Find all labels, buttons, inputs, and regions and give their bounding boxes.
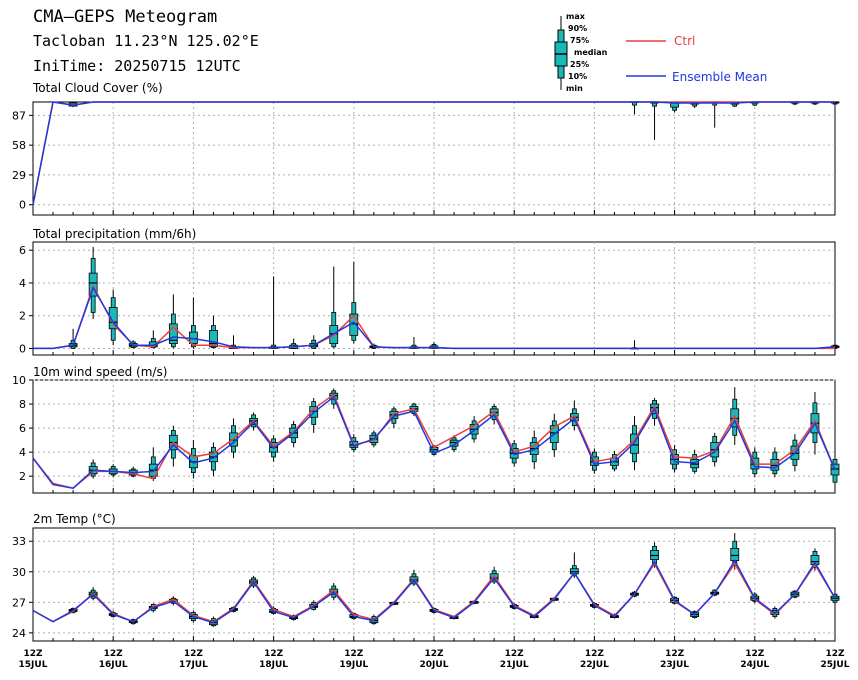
x-hour-label: 12Z xyxy=(344,649,364,659)
ensemble-box xyxy=(148,447,158,481)
panel-title: Total precipitation (mm/6h) xyxy=(32,227,196,241)
ensemble-box xyxy=(309,335,319,349)
meteogram-title: CMA–GEPS Meteogram xyxy=(33,7,218,27)
legend-label-1: 90% xyxy=(568,24,587,33)
ensemble-box xyxy=(630,101,639,115)
x-date-label: 22JUL xyxy=(580,660,609,670)
ensemble-box xyxy=(409,336,419,349)
ensemble-box xyxy=(269,276,279,349)
x-date-label: 21JUL xyxy=(500,660,529,670)
location-label: Tacloban 11.23°N 125.02°E xyxy=(33,32,259,50)
ensemble-box xyxy=(830,592,840,605)
panel-title: Total Cloud Cover (%) xyxy=(32,81,163,95)
y-tick-label: 87 xyxy=(12,109,26,122)
ensemble-box xyxy=(188,440,198,479)
x-hour-label: 12Z xyxy=(745,649,765,659)
panel-3: 2m Temp (°C) 24 27 30 33 xyxy=(12,512,840,642)
ensemble-box xyxy=(549,413,559,457)
x-hour-label: 12Z xyxy=(23,649,43,659)
y-tick-label: 27 xyxy=(12,596,26,609)
legend-label-0: max xyxy=(566,12,586,21)
legend-label-6: min xyxy=(566,84,583,93)
x-hour-label: 12Z xyxy=(184,649,204,659)
ensemble-box xyxy=(168,294,178,349)
y-tick-label: 58 xyxy=(12,139,26,152)
x-date-label: 16JUL xyxy=(99,660,128,670)
ensemble-box xyxy=(108,289,118,346)
panel-title: 2m Temp (°C) xyxy=(33,512,116,526)
legend-label-3: median xyxy=(574,48,608,57)
panel-1: Total precipitation (mm/6h) 0 2 4 6 xyxy=(19,227,840,356)
ensemble-box xyxy=(188,297,198,349)
x-date-label: 18JUL xyxy=(259,660,288,670)
ensemble-mean-line xyxy=(32,395,836,490)
y-tick-label: 6 xyxy=(19,244,26,257)
x-hour-label: 12Z xyxy=(585,649,605,659)
x-date-label: 17JUL xyxy=(179,660,208,670)
y-tick-label: 10 xyxy=(12,374,26,387)
init-time-label: IniTime: 20250715 12UTC xyxy=(33,57,241,75)
ensemble-box xyxy=(810,548,820,571)
panel-2: 10m wind speed (m/s) 2 4 6 8 10 xyxy=(12,365,840,494)
ensemble-box xyxy=(650,101,659,141)
ensemble-box xyxy=(349,261,359,344)
ensemble-mean-line xyxy=(32,101,835,205)
x-hour-label: 12Z xyxy=(665,649,685,659)
legend-label-4: 25% xyxy=(570,60,589,69)
ensemble-box xyxy=(469,416,479,443)
x-axis-labels: 12Z15JUL12Z16JUL12Z17JUL12Z18JUL12Z19JUL… xyxy=(19,649,850,670)
ensemble-mean-line xyxy=(33,286,836,350)
y-tick-label: 29 xyxy=(12,169,26,182)
y-tick-label: 2 xyxy=(19,470,26,483)
ensemble-box xyxy=(88,246,98,319)
x-date-label: 15JUL xyxy=(19,660,48,670)
ensemble-box xyxy=(449,435,459,453)
y-tick-label: 4 xyxy=(19,277,26,290)
y-tick-label: 2 xyxy=(19,310,26,323)
y-tick-label: 30 xyxy=(12,566,26,579)
x-hour-label: 12Z xyxy=(825,649,845,659)
ensemble-box xyxy=(88,459,98,479)
legend-ctrl-label: Ctrl xyxy=(674,34,695,48)
x-date-label: 24JUL xyxy=(740,660,769,670)
y-tick-label: 0 xyxy=(19,342,26,355)
x-hour-label: 12Z xyxy=(104,649,124,659)
legend-mean-label: Ensemble Mean xyxy=(672,70,767,84)
panel-0: Total Cloud Cover (%) 0 29 58 87 xyxy=(12,81,840,216)
x-date-label: 23JUL xyxy=(660,660,689,670)
box-inner xyxy=(730,547,740,561)
y-tick-label: 0 xyxy=(19,199,26,212)
x-hour-label: 12Z xyxy=(505,649,525,659)
x-date-label: 19JUL xyxy=(339,660,368,670)
legend: max 90% 75% median 25% 10% min Ctrl Ensemble Mea… xyxy=(554,12,767,93)
legend-label-5: 10% xyxy=(568,72,587,81)
ensemble-box xyxy=(209,315,218,349)
ensemble-box xyxy=(710,101,720,128)
box-inner xyxy=(168,323,178,344)
ensemble-mean-line xyxy=(32,559,836,624)
box-inner xyxy=(209,330,218,348)
y-tick-label: 4 xyxy=(19,446,26,459)
y-tick-label: 24 xyxy=(12,627,26,640)
x-date-label: 25JUL xyxy=(821,660,850,670)
box-inner xyxy=(108,307,118,330)
panel-title: 10m wind speed (m/s) xyxy=(33,365,167,379)
ensemble-box xyxy=(670,444,679,473)
y-tick-label: 33 xyxy=(12,535,26,548)
ensemble-box xyxy=(830,452,840,491)
x-hour-label: 12Z xyxy=(424,649,444,659)
legend-label-2: 75% xyxy=(570,36,589,45)
x-hour-label: 12Z xyxy=(264,649,284,659)
box-inner xyxy=(449,439,459,447)
y-tick-label: 6 xyxy=(19,422,26,435)
ensemble-box xyxy=(650,542,659,568)
x-date-label: 20JUL xyxy=(420,660,449,670)
y-tick-label: 8 xyxy=(19,398,26,411)
